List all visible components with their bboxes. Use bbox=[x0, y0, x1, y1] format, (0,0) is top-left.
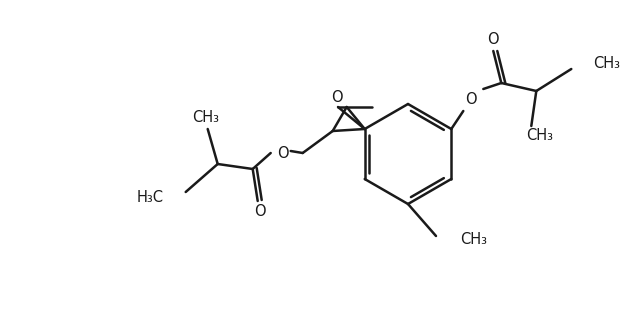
Text: O: O bbox=[331, 90, 342, 105]
Text: H₃C: H₃C bbox=[137, 189, 164, 204]
Text: CH₃: CH₃ bbox=[526, 129, 553, 144]
Text: O: O bbox=[277, 145, 289, 160]
Text: CH₃: CH₃ bbox=[593, 56, 620, 71]
Text: O: O bbox=[488, 32, 499, 46]
Text: CH₃: CH₃ bbox=[192, 110, 219, 124]
Text: CH₃: CH₃ bbox=[460, 232, 487, 247]
Text: O: O bbox=[465, 91, 477, 106]
Text: O: O bbox=[254, 203, 266, 218]
